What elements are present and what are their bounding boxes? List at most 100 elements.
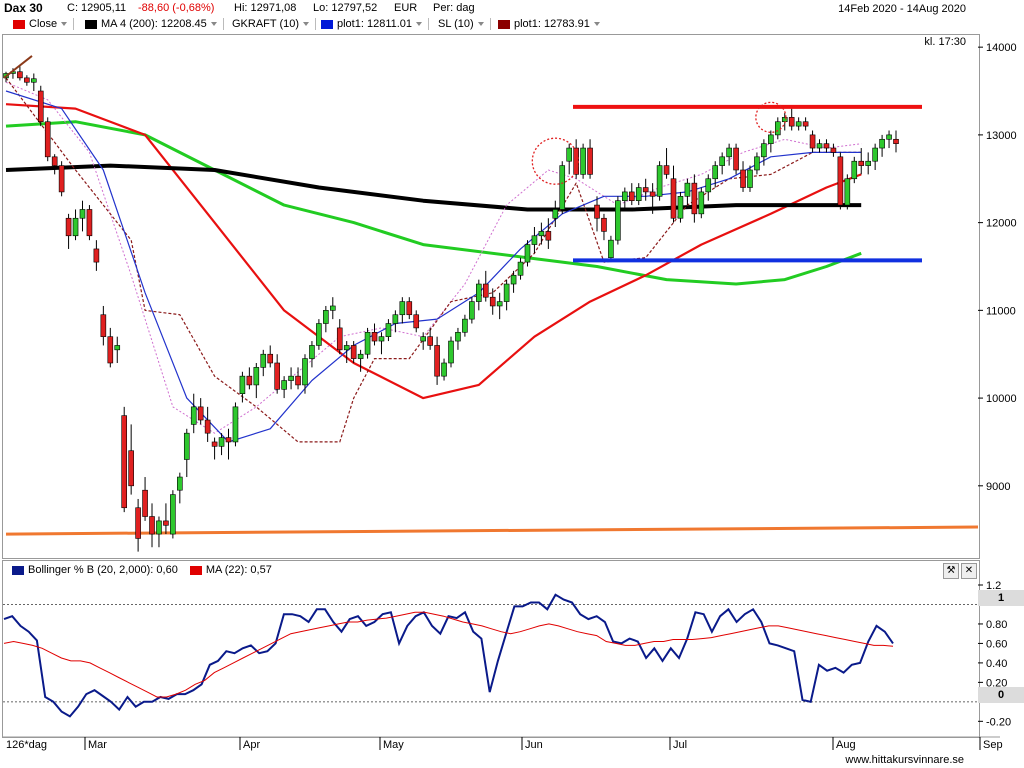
candle-body bbox=[31, 78, 37, 83]
quote-row: Dax 30 C: 12905,11 -88,60 (-0,68%) Hi: 1… bbox=[0, 1, 1024, 17]
candle-body bbox=[622, 191, 628, 201]
candle-body bbox=[580, 147, 586, 175]
top-circle-1 bbox=[531, 137, 579, 185]
candle-body bbox=[712, 165, 719, 180]
candle-body bbox=[823, 143, 830, 149]
y-tick-label: 11000 bbox=[986, 305, 1016, 317]
legend-gkraft[interactable]: GKRAFT (10) bbox=[232, 18, 317, 30]
candle-body bbox=[149, 516, 155, 535]
legend-close[interactable]: Close bbox=[13, 18, 75, 30]
candle-body bbox=[455, 331, 461, 342]
candle-body bbox=[816, 143, 823, 149]
candle-body bbox=[260, 353, 267, 368]
candle-body bbox=[218, 437, 225, 447]
candle-body bbox=[170, 494, 176, 535]
chevron-down-icon[interactable] bbox=[416, 22, 423, 26]
candle-body bbox=[329, 305, 336, 311]
wrench-icon[interactable]: ⚒ bbox=[943, 563, 959, 579]
candle-body bbox=[482, 283, 489, 298]
candle-body bbox=[462, 318, 468, 333]
chevron-down-icon[interactable] bbox=[61, 22, 68, 26]
candle-body bbox=[601, 217, 607, 232]
candle-body bbox=[177, 476, 183, 491]
candle-body bbox=[830, 147, 837, 153]
candle-body bbox=[886, 134, 892, 140]
y-tick-label: -0.20 bbox=[986, 716, 1011, 728]
candle-body bbox=[51, 156, 58, 166]
candle-body bbox=[190, 406, 197, 425]
candle-body bbox=[79, 209, 86, 219]
candle-body bbox=[649, 191, 656, 197]
top-circle-2 bbox=[755, 101, 787, 133]
legend-ma200[interactable]: MA 4 (200): 12208.45 bbox=[85, 18, 224, 30]
badge-upper: 1 bbox=[978, 590, 1024, 606]
candle-body bbox=[121, 415, 128, 509]
candle-body bbox=[865, 160, 871, 166]
candle-body bbox=[503, 283, 510, 302]
chevron-down-icon[interactable] bbox=[210, 22, 217, 26]
candle-body bbox=[420, 336, 426, 342]
candle-body bbox=[232, 406, 239, 443]
low-value: Lo: 12797,52 bbox=[313, 2, 378, 14]
candle-body bbox=[489, 296, 496, 307]
close-icon[interactable]: ✕ bbox=[961, 563, 977, 579]
candle-body bbox=[128, 450, 134, 487]
candle-body bbox=[135, 507, 141, 539]
candle-body bbox=[795, 121, 802, 127]
candle-body bbox=[608, 239, 614, 259]
candle-body bbox=[670, 178, 677, 219]
candle-body bbox=[107, 336, 114, 364]
candle-body bbox=[434, 345, 440, 377]
candle-body bbox=[65, 217, 72, 237]
candle-body bbox=[761, 143, 767, 158]
y-tick-label: 9000 bbox=[986, 481, 1010, 493]
currency-value: EUR bbox=[394, 2, 418, 14]
ma200-line bbox=[5, 163, 862, 212]
time-label: kl. 17:30 bbox=[924, 36, 966, 48]
candle-body bbox=[615, 200, 621, 241]
footer-url[interactable]: www.hittakursvinnare.se bbox=[845, 754, 964, 766]
high-value: Hi: 12971,08 bbox=[234, 2, 297, 14]
candle-body bbox=[496, 301, 503, 307]
candle-body bbox=[163, 520, 169, 526]
candle-body bbox=[72, 217, 79, 237]
chevron-down-icon[interactable] bbox=[303, 22, 310, 26]
candle-body bbox=[684, 182, 691, 197]
candle-body bbox=[343, 345, 350, 351]
legend-swatch bbox=[85, 19, 97, 29]
legend-plot1-red[interactable]: plot1: 12783.91 bbox=[498, 18, 600, 30]
candle-body bbox=[809, 134, 816, 149]
candle-body bbox=[211, 441, 218, 447]
legend-swatch bbox=[189, 565, 202, 575]
candle-body bbox=[225, 437, 232, 443]
legend-boll-ma[interactable]: MA (22): 0,57 bbox=[205, 564, 272, 576]
candle-body bbox=[100, 314, 107, 337]
candle-body bbox=[364, 331, 371, 355]
candle-body bbox=[336, 327, 343, 351]
x-tick-label: Jun bbox=[525, 739, 543, 751]
y-tick-label: 14000 bbox=[986, 42, 1017, 54]
legend-sl[interactable]: SL (10) bbox=[438, 18, 491, 30]
candle-body bbox=[524, 244, 531, 263]
chevron-down-icon[interactable] bbox=[477, 22, 484, 26]
candle-body bbox=[754, 156, 760, 171]
candle-body bbox=[316, 323, 322, 346]
candle-body bbox=[642, 187, 649, 193]
candle-body bbox=[733, 147, 739, 171]
candle-body bbox=[448, 340, 454, 364]
candle-body bbox=[93, 248, 100, 263]
candle-body bbox=[385, 323, 392, 337]
candle-body bbox=[350, 345, 357, 359]
candle-body bbox=[114, 345, 121, 351]
y-tick-label: 0.20 bbox=[986, 677, 1007, 689]
legend-swatch bbox=[498, 19, 510, 29]
legend-bollinger[interactable]: Bollinger % B (20, 2,000): 0,60 bbox=[28, 564, 178, 576]
candle-body bbox=[517, 261, 524, 276]
chevron-down-icon[interactable] bbox=[593, 22, 600, 26]
legend-plot1-blue[interactable]: plot1: 12811.01 bbox=[321, 18, 430, 30]
candle-body bbox=[719, 156, 725, 166]
y-tick-label: 0.40 bbox=[986, 658, 1007, 670]
legend-row: Close MA 4 (200): 12208.45 GKRAFT (10) p… bbox=[0, 18, 1024, 48]
candle-body bbox=[197, 406, 204, 421]
y-tick-label: 0.60 bbox=[986, 638, 1007, 650]
